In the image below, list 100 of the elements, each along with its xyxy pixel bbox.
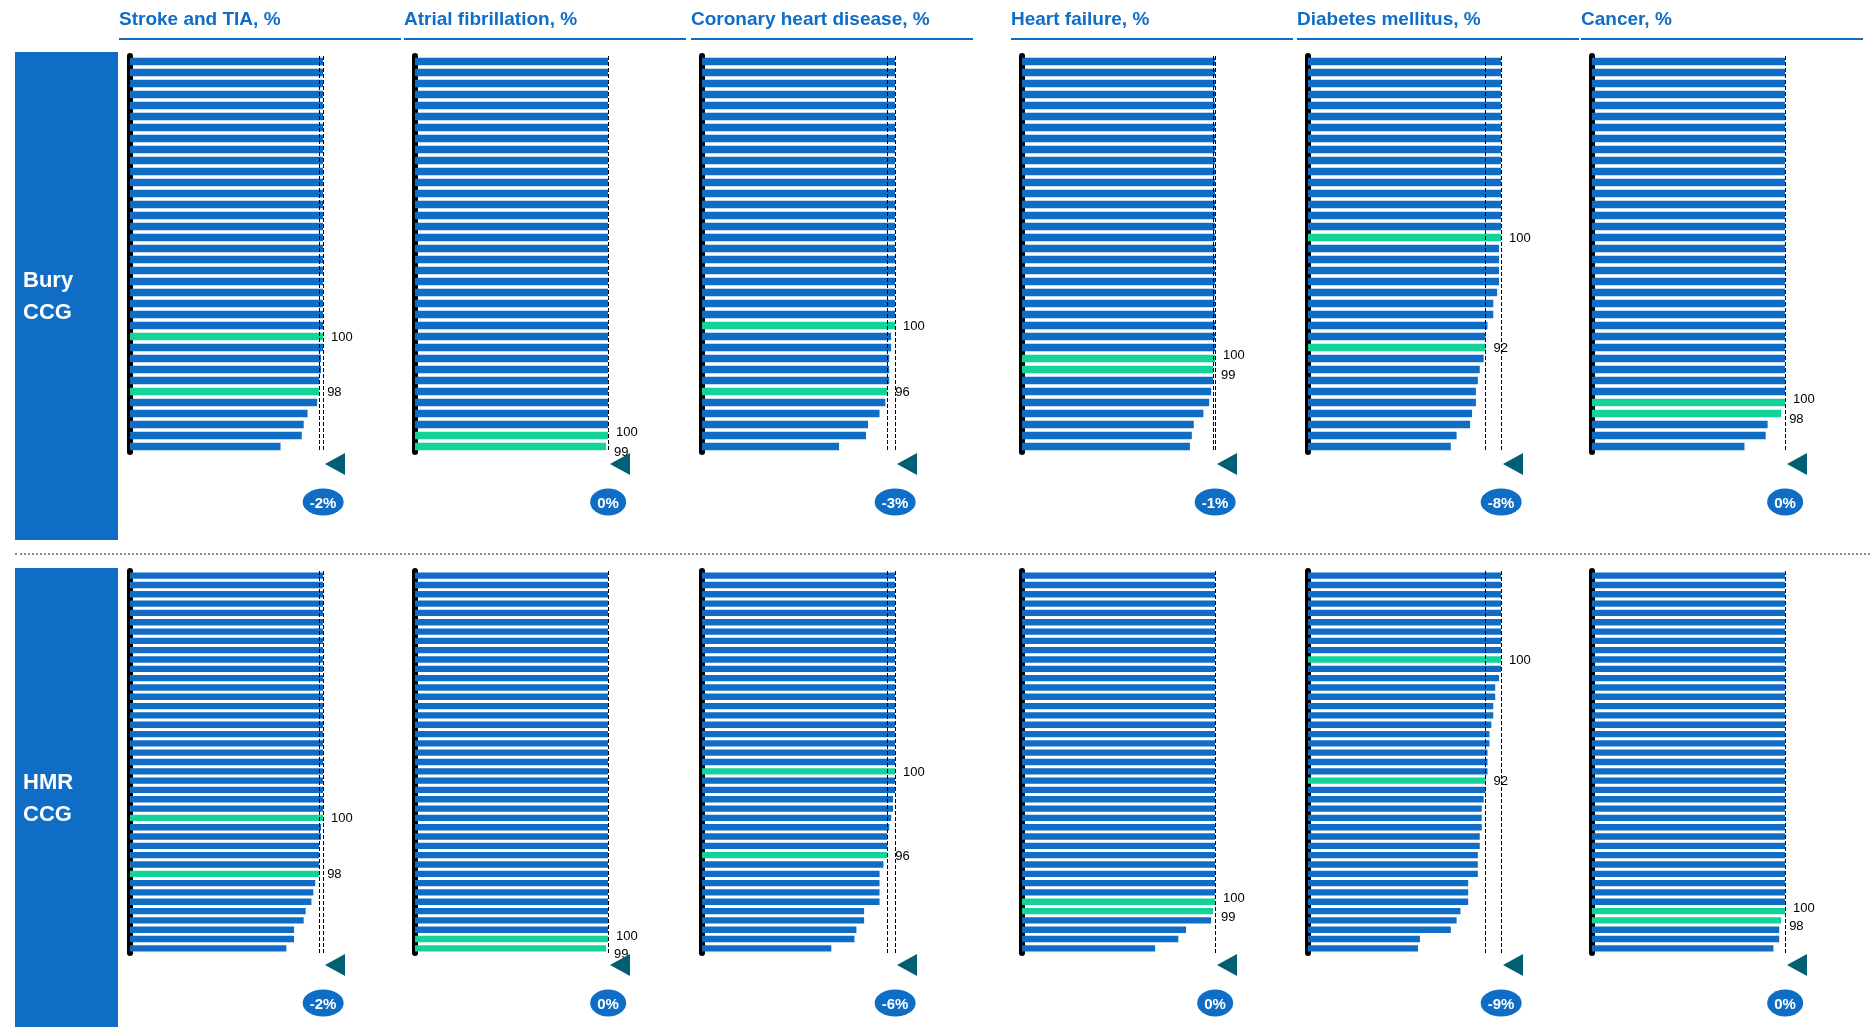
- bar: [702, 786, 895, 794]
- bar: [130, 619, 323, 626]
- bar: [130, 343, 323, 352]
- bar: [1022, 721, 1215, 728]
- bar: [1308, 244, 1500, 253]
- bar: [130, 288, 323, 297]
- bar: [130, 684, 323, 691]
- bar: [1592, 57, 1785, 66]
- bar: [1308, 200, 1501, 209]
- bar: [702, 898, 880, 905]
- bar: [1022, 79, 1215, 88]
- bar: [1592, 167, 1785, 176]
- bar: [1308, 310, 1494, 319]
- bar: [130, 420, 304, 429]
- bar: [130, 758, 323, 766]
- bar: [702, 581, 895, 589]
- bar: [130, 398, 318, 407]
- bar: [1308, 796, 1484, 803]
- text: 0%: [590, 989, 626, 1017]
- bar: [1022, 277, 1215, 286]
- bar: [1308, 647, 1501, 654]
- bar: [1022, 945, 1156, 952]
- bar: [702, 702, 895, 710]
- bar: [1308, 674, 1500, 682]
- bar: [130, 861, 320, 868]
- bar: [130, 79, 323, 88]
- bar: [1308, 299, 1494, 308]
- bar: [1308, 442, 1451, 451]
- bar: [1022, 758, 1215, 766]
- bar: [130, 628, 323, 635]
- bar: [1308, 321, 1488, 330]
- bar: [130, 200, 323, 209]
- bar: [130, 112, 323, 121]
- bar: [130, 332, 323, 341]
- bar: [1022, 581, 1215, 589]
- bar: [1022, 332, 1215, 341]
- bar: [130, 266, 323, 275]
- data-label: 99: [1221, 367, 1236, 382]
- bar: [130, 211, 323, 220]
- bar: [130, 702, 323, 710]
- bar: [1308, 814, 1482, 822]
- bar: [1022, 712, 1215, 719]
- bar: [1022, 647, 1215, 654]
- bar: [1308, 861, 1478, 868]
- bar: [1022, 310, 1215, 319]
- bar: [702, 861, 884, 868]
- bar: [702, 591, 895, 598]
- bar: [130, 222, 323, 231]
- bar: [1022, 189, 1215, 198]
- bar: [1022, 749, 1215, 756]
- bar: [130, 935, 295, 943]
- text: -8%: [1480, 488, 1522, 516]
- bar: [1022, 619, 1215, 626]
- bar: [130, 945, 287, 952]
- bar: [1592, 156, 1785, 165]
- bar: [1022, 420, 1194, 429]
- bar: [130, 354, 322, 363]
- bar: [1308, 768, 1488, 775]
- data-label: 98: [1789, 411, 1804, 426]
- bar: [1592, 365, 1785, 374]
- bar: [130, 796, 323, 803]
- bar: [1308, 123, 1501, 132]
- bar: [1022, 870, 1215, 877]
- text: -9%: [1480, 989, 1522, 1017]
- bar: [702, 758, 895, 766]
- bar: [1308, 90, 1501, 99]
- bar: [702, 277, 895, 286]
- bar: [1308, 805, 1482, 812]
- bar: [1022, 266, 1215, 275]
- text: -2%: [302, 488, 344, 516]
- data-label: 99: [614, 945, 629, 961]
- bar: [702, 572, 895, 579]
- bar: [1022, 852, 1215, 859]
- bar: [1592, 442, 1745, 451]
- bar: [1022, 805, 1215, 812]
- bar: [1592, 90, 1785, 99]
- bar: [1022, 907, 1214, 915]
- bar: [702, 222, 895, 231]
- bar: [1592, 321, 1785, 330]
- bar: [1308, 917, 1457, 924]
- bar: [1308, 79, 1501, 88]
- bar: [1308, 134, 1501, 143]
- bar: [1022, 628, 1215, 635]
- bar: [1022, 917, 1212, 924]
- bar: [1308, 842, 1480, 850]
- bar: [1022, 889, 1215, 896]
- bar: [1592, 288, 1785, 297]
- bar: [702, 299, 895, 308]
- bar: [1022, 321, 1215, 330]
- bar: [702, 619, 895, 626]
- bar: [1308, 167, 1501, 176]
- bar: [1308, 628, 1501, 635]
- bar: [1592, 277, 1785, 286]
- text: 0%: [1197, 989, 1233, 1017]
- bar: [130, 255, 323, 264]
- data-label: 100: [331, 810, 353, 826]
- bar: [702, 721, 895, 728]
- bar: [1308, 889, 1469, 896]
- bar: [1592, 145, 1785, 154]
- bar: [702, 354, 890, 363]
